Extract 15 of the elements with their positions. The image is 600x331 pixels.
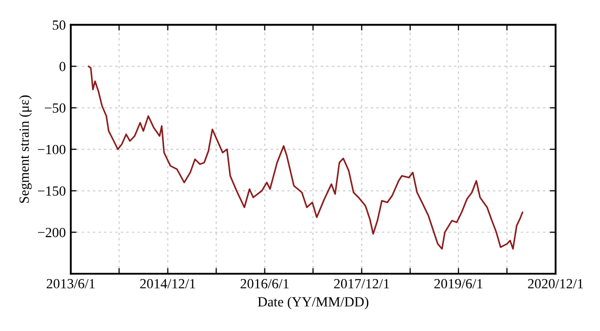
x-tick-label: 2017/12/1 — [334, 279, 390, 288]
y-tick-label: 50 — [52, 20, 66, 30]
x-tick-label: 2019/6/1 — [434, 279, 482, 288]
y-tick-label: −100 — [38, 144, 66, 154]
line-series — [88, 66, 524, 250]
x-axis-title: Date (YY/MM/DD) — [258, 296, 368, 310]
y-axis-title: Segment strain (με) — [19, 95, 32, 203]
y-tick-label: −150 — [38, 186, 66, 196]
y-tick-label: −50 — [44, 103, 66, 113]
x-tick-label: 2014/12/1 — [140, 279, 196, 288]
y-tick-label: −200 — [38, 228, 66, 238]
x-tick-label: 2013/6/1 — [46, 279, 95, 288]
x-tick-label: 2020/12/1 — [528, 279, 583, 288]
x-tick-label: 2016/6/1 — [240, 279, 289, 288]
y-tick-label: 0 — [60, 62, 66, 72]
